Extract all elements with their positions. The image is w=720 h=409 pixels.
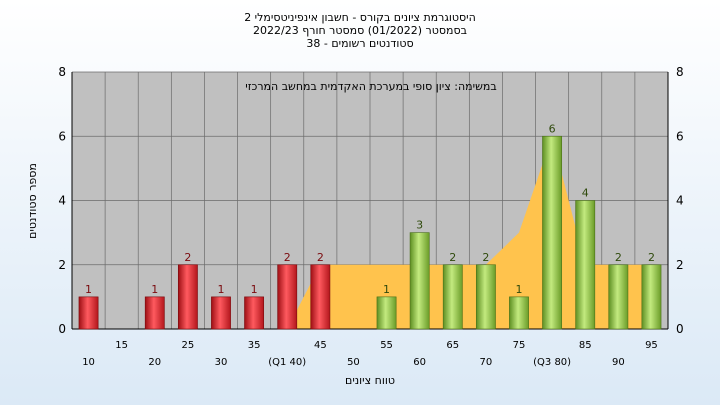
y-tick-label-left: 8 [58,65,66,79]
bar [376,296,397,330]
bar-value-label: 2 [317,251,324,264]
y-tick-label-right: 4 [676,194,684,208]
x-tick-label: (Q3 80) [533,357,571,368]
chart-title-line-3: סטודנטים רשומים - 38 [306,37,413,50]
data-labels: 1 1 2 1 1 2 2 1 3 2 2 1 6 4 2 2 [85,122,655,296]
bar-value-label: 1 [251,283,258,296]
x-tick-labels: 10 15 20 25 30 35 (Q1 40) 45 50 55 60 65 70 75 (Q3 80)… [82,340,658,368]
axes [71,72,669,330]
bar-value-label: 2 [449,251,456,264]
bar-value-label: 1 [85,283,92,296]
x-tick-label: 60 [413,357,426,368]
bar-value-label: 1 [218,283,225,296]
bar [177,264,198,330]
bar-value-label: 2 [184,251,191,264]
y-axis-label: מספר סטודנטים [26,163,39,239]
bar-value-label: 1 [516,283,523,296]
x-tick-label: 10 [82,357,95,368]
bar [575,200,596,330]
x-tick-label: (Q1 40) [268,357,306,368]
x-tick-label: 35 [248,340,261,351]
y-tick-label-right: 8 [676,65,684,79]
bar-value-label: 1 [151,283,158,296]
bars [78,135,662,330]
bar [641,264,662,330]
bar-value-label: 4 [582,187,589,200]
x-tick-label: 70 [480,357,493,368]
bar [78,296,99,330]
bar [244,296,265,330]
x-tick-label: 25 [182,340,195,351]
x-tick-label: 75 [513,340,526,351]
y-tick-label-left: 0 [58,322,66,336]
y-tick-label-right: 2 [676,258,684,272]
y-tick-label-left: 6 [58,129,66,143]
x-tick-label: 15 [115,340,128,351]
bar-value-label: 2 [482,251,489,264]
x-tick-label: 30 [215,357,228,368]
bar-value-label: 2 [615,251,622,264]
bar-value-label: 1 [383,283,390,296]
x-tick-label: 95 [645,340,658,351]
y-tick-label-left: 2 [58,258,66,272]
x-tick-label: 90 [612,357,625,368]
bar-value-label: 2 [284,251,291,264]
bar [409,232,430,330]
bar [509,296,529,330]
bar [144,296,165,330]
chart-annotation: במשימה: ציון סופי במערכת האקדמית במחשב ה… [245,80,496,93]
x-tick-label: 50 [347,357,360,368]
x-tick-label: 45 [314,340,327,351]
bar-value-label: 6 [549,122,556,135]
x-tick-label: 55 [380,340,393,351]
y-tick-label-right: 6 [676,129,684,143]
bar-value-label: 2 [648,251,655,264]
bar [542,135,563,330]
cumulative-area [72,136,652,329]
x-axis-label: טווח ציונים [345,374,395,387]
chart-title-line-1: היסטוגרמת ציונים בקורס - חשבון אינפיניטס… [244,11,476,24]
bar [608,264,629,330]
x-tick-label: 85 [579,340,592,351]
bar-value-label: 3 [416,219,423,232]
bar [310,264,331,330]
bar [442,264,463,330]
bar [475,264,496,330]
x-tick-label: 65 [446,340,459,351]
y-tick-labels: 0 0 2 2 4 4 6 6 8 8 [58,65,683,336]
bar [277,264,298,330]
bar [211,296,231,330]
y-tick-label-left: 4 [58,194,66,208]
x-tick-label: 20 [148,357,161,368]
y-tick-label-right: 0 [676,322,684,336]
chart-title-line-2: בסמסטר (01/2022) סמסטר חורף 2022/23 [253,24,467,37]
